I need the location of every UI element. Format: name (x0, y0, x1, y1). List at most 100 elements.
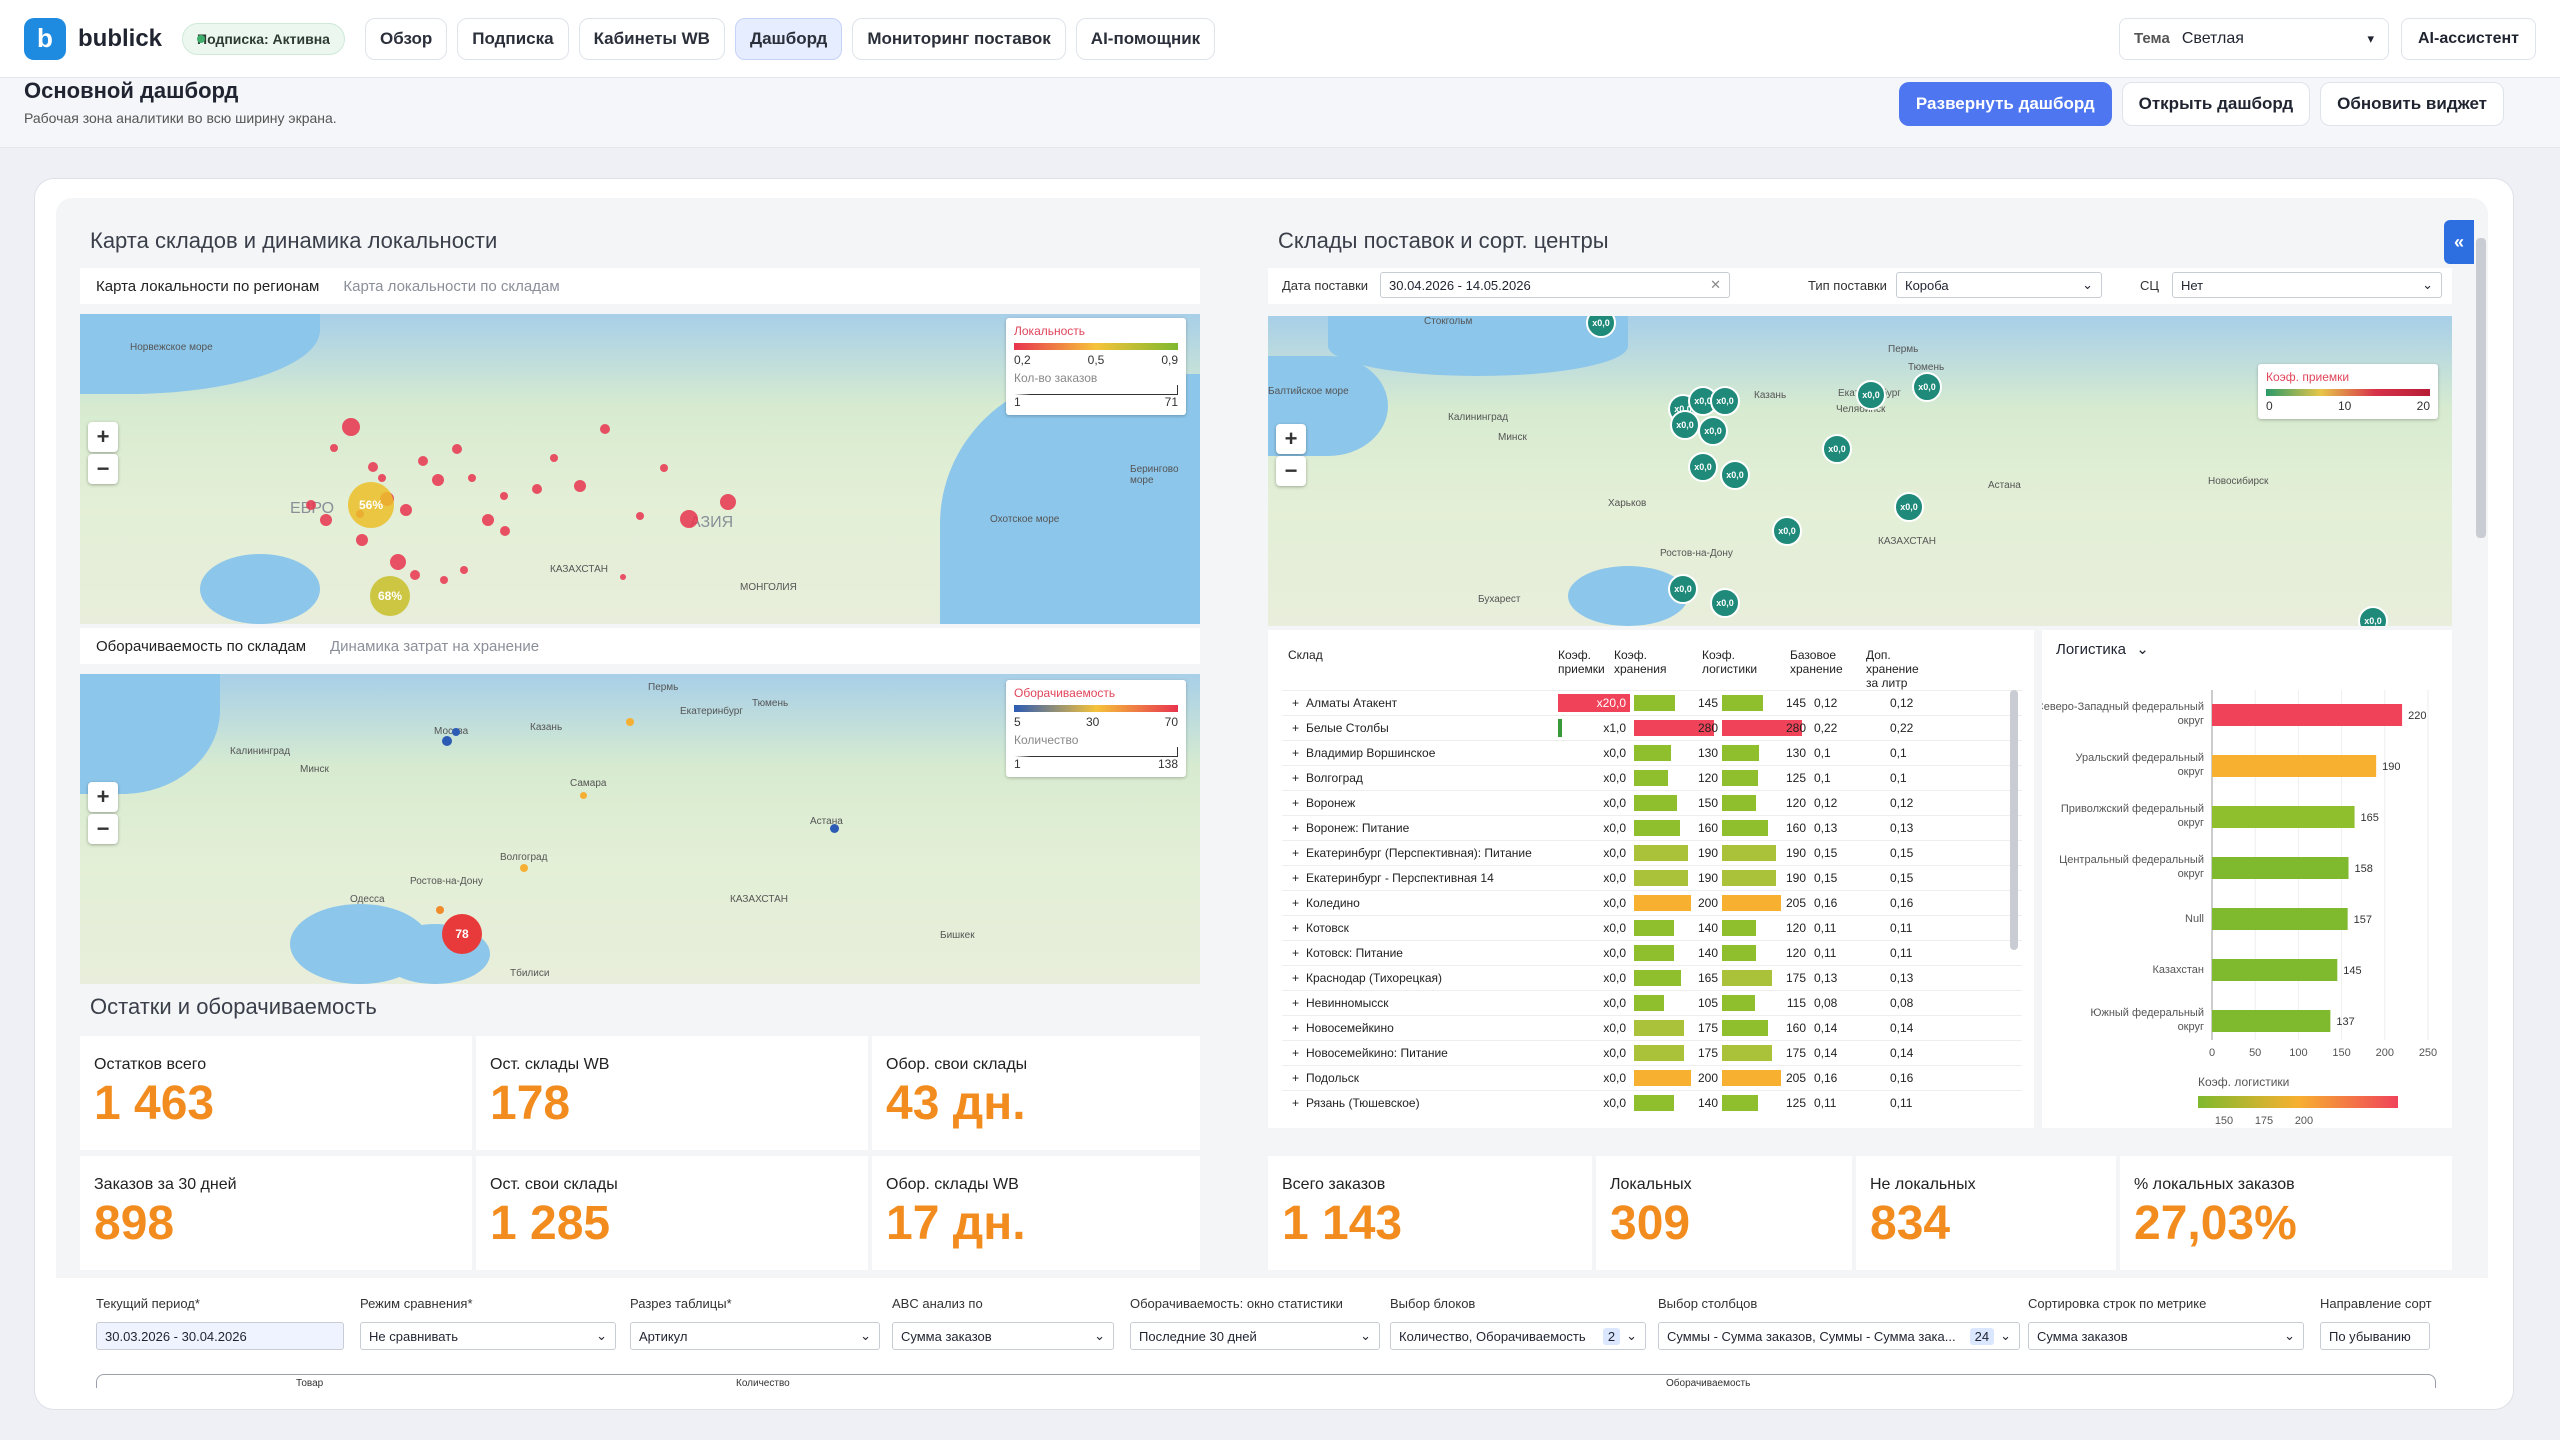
tab-turnover-warehouses[interactable]: Оборачиваемость по складам (96, 638, 307, 655)
table-row[interactable]: + Подольск x0,0 200 205 0,16 0,16 (1282, 1065, 2022, 1090)
warehouse-marker[interactable] (442, 736, 452, 746)
open-dashboard-button[interactable]: Открыть дашборд (2121, 82, 2311, 126)
nav-overview[interactable]: Обзор (364, 17, 448, 60)
locality-marker[interactable] (330, 444, 338, 452)
app-logo[interactable]: b (24, 17, 66, 60)
supply-type-select[interactable]: Короба ⌄ (1896, 272, 2102, 298)
locality-cluster-marker[interactable]: 68% (370, 576, 410, 616)
supply-warehouse-marker[interactable]: x0,0 (1670, 410, 1700, 440)
nav-ai-helper[interactable]: AI-помощник (1075, 17, 1216, 60)
coefficients-table[interactable]: Склад Коэф. приемки Коэф. хранения Коэф.… (1282, 630, 2022, 1128)
table-row[interactable]: + Котовск x0,0 140 120 0,11 0,11 (1282, 915, 2022, 940)
locality-marker[interactable] (440, 576, 448, 584)
locality-marker[interactable] (500, 492, 508, 500)
canvas-scrollbar[interactable] (2476, 238, 2486, 538)
locality-marker[interactable] (410, 570, 420, 580)
refresh-widget-button[interactable]: Обновить виджет (2320, 82, 2504, 126)
supply-warehouse-marker[interactable]: x0,0 (1894, 492, 1924, 522)
warehouse-marker[interactable] (626, 718, 634, 726)
supply-warehouse-marker[interactable]: x0,0 (1912, 372, 1942, 402)
filter-select[interactable]: Не сравнивать ⌄ (360, 1322, 616, 1350)
table-row[interactable]: + Котовск: Питание x0,0 140 120 0,11 0,11 (1282, 940, 2022, 965)
expand-row-icon[interactable]: + (1292, 796, 1300, 810)
supply-map[interactable]: Стокгольм Калининград Минск Казань Екате… (1268, 316, 2452, 626)
warehouse-marker[interactable] (580, 792, 587, 799)
zoom-out-button[interactable]: − (88, 454, 118, 484)
locality-marker[interactable] (468, 474, 476, 482)
locality-marker[interactable] (636, 512, 644, 520)
locality-cluster-marker[interactable]: 56% (348, 482, 394, 528)
filter-select[interactable]: Суммы - Сумма заказов, Суммы - Сумма зак… (1658, 1322, 2020, 1350)
filter-select[interactable]: Количество, Оборачиваемость 2 ⌄ (1390, 1322, 1646, 1350)
nav-wb-cabinets[interactable]: Кабинеты WB (578, 17, 725, 60)
expand-row-icon[interactable]: + (1292, 821, 1300, 835)
theme-select[interactable]: Тема Светлая ▾ (2119, 17, 2389, 60)
table-row[interactable]: + Воронеж x0,0 150 120 0,12 0,12 (1282, 790, 2022, 815)
warehouse-marker[interactable] (452, 728, 460, 736)
zoom-out-button[interactable]: − (88, 814, 118, 844)
expand-row-icon[interactable]: + (1292, 996, 1300, 1010)
locality-marker[interactable] (452, 444, 462, 454)
supply-warehouse-marker[interactable]: x0,0 (1710, 588, 1740, 618)
collapse-panel-button[interactable]: « (2444, 220, 2474, 264)
expand-row-icon[interactable]: + (1292, 1046, 1300, 1060)
supply-warehouse-marker[interactable]: x0,0 (1586, 316, 1616, 338)
locality-marker[interactable] (532, 484, 542, 494)
column-group-header[interactable]: Товар (296, 1378, 324, 1388)
locality-marker[interactable] (574, 480, 586, 492)
ai-assistant-button[interactable]: AI-ассистент (2401, 17, 2536, 60)
column-group-header[interactable]: Количество (736, 1378, 790, 1388)
table-row[interactable]: + Белые Столбы x1,0 280 280 0,22 0,22 (1282, 715, 2022, 740)
locality-marker[interactable] (720, 494, 736, 510)
filter-select[interactable]: Последние 30 дней ⌄ (1130, 1322, 1380, 1350)
locality-marker[interactable] (378, 474, 386, 482)
locality-marker[interactable] (368, 462, 378, 472)
table-scrollbar[interactable] (2010, 690, 2018, 950)
locality-marker[interactable] (400, 504, 412, 516)
filter-select[interactable]: 30.03.2026 - 30.04.2026 (96, 1322, 344, 1350)
table-row[interactable]: + Алматы Атакент x20,0 145 145 0,12 0,12 (1282, 690, 2022, 715)
table-row[interactable]: + Новосемейкино x0,0 175 160 0,14 0,14 (1282, 1015, 2022, 1040)
supply-warehouse-marker[interactable]: x0,0 (1720, 460, 1750, 490)
table-row[interactable]: + Владимир Воршинское x0,0 130 130 0,1 0,1 (1282, 740, 2022, 765)
table-row[interactable]: + Екатеринбург - Перспективная 14 x0,0 190 1… (1282, 865, 2022, 890)
expand-row-icon[interactable]: + (1292, 771, 1300, 785)
supply-warehouse-marker[interactable]: x0,0 (1668, 574, 1698, 604)
table-row[interactable]: + Рязань (Тюшевское) x0,0 140 125 0,11 0,11 (1282, 1090, 2022, 1115)
locality-marker[interactable] (500, 526, 510, 536)
warehouse-marker[interactable] (436, 906, 444, 914)
filter-select[interactable]: Сумма заказов ⌄ (2028, 1322, 2304, 1350)
date-filter-input[interactable]: 30.04.2026 - 14.05.2026 ✕ (1380, 272, 1730, 298)
locality-marker[interactable] (418, 456, 428, 466)
table-header[interactable]: Коэф. приемки (1558, 648, 1605, 676)
filter-select[interactable]: По убыванию (2320, 1322, 2430, 1350)
filter-select[interactable]: Артикул ⌄ (630, 1322, 880, 1350)
tab-storage-costs[interactable]: Динамика затрат на хранение (330, 638, 540, 655)
table-header[interactable]: Базовое хранение (1790, 648, 1843, 676)
zoom-out-button[interactable]: − (1276, 456, 1306, 486)
table-header[interactable]: Коэф. логистики (1702, 648, 1758, 676)
table-row[interactable]: + Новосемейкино: Питание x0,0 175 175 0,14 0,1… (1282, 1040, 2022, 1065)
table-row[interactable]: + Невинномысск x0,0 105 115 0,08 0,08 (1282, 990, 2022, 1015)
zoom-in-button[interactable]: + (1276, 424, 1306, 454)
expand-row-icon[interactable]: + (1292, 846, 1300, 860)
turnover-cluster-marker[interactable]: 78 (442, 914, 482, 954)
supply-warehouse-marker[interactable]: x0,0 (1710, 386, 1740, 416)
clear-icon[interactable]: ✕ (1710, 277, 1721, 292)
column-group-header[interactable]: Оборачиваемость (1666, 1378, 1751, 1388)
locality-marker[interactable] (620, 574, 626, 580)
warehouse-marker[interactable] (830, 824, 839, 833)
nav-dashboard[interactable]: Дашборд (734, 17, 843, 60)
locality-marker[interactable] (460, 566, 468, 574)
expand-row-icon[interactable]: + (1292, 946, 1300, 960)
expand-row-icon[interactable]: + (1292, 1096, 1300, 1110)
expand-row-icon[interactable]: + (1292, 1071, 1300, 1085)
expand-row-icon[interactable]: + (1292, 871, 1300, 885)
supply-warehouse-marker[interactable]: x0,0 (1772, 516, 1802, 546)
locality-marker[interactable] (356, 534, 368, 546)
expand-row-icon[interactable]: + (1292, 896, 1300, 910)
expand-row-icon[interactable]: + (1292, 696, 1300, 710)
locality-marker[interactable] (390, 554, 406, 570)
table-header[interactable]: Склад (1288, 648, 1323, 662)
table-row[interactable]: + Екатеринбург (Перспективная): Питание x0… (1282, 840, 2022, 865)
